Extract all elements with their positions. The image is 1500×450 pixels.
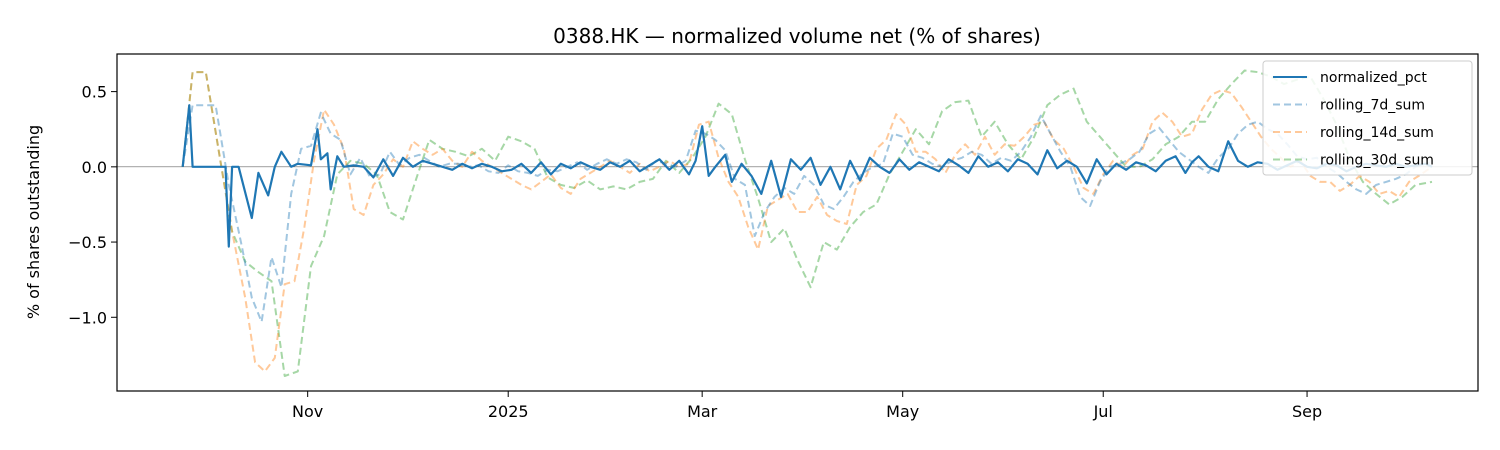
series-layer: [181, 69, 1433, 377]
legend: normalized_pct rolling_7d_sum rolling_14d_…: [1262, 60, 1473, 176]
plot-area: [116, 53, 1479, 392]
y-tick-label: 0.5: [82, 83, 107, 102]
x-axis: Nov 2025 Mar May Jul Sep: [292, 391, 1322, 421]
plot-background: [117, 54, 1478, 391]
series-line-rolling_30d_sum: [181, 69, 1433, 377]
x-tick-label: Sep: [1292, 402, 1322, 421]
chart-title: 0388.HK — normalized volume net (% of sh…: [553, 24, 1041, 48]
y-axis-label: % of shares outstanding: [24, 125, 43, 319]
y-tick-label: −0.5: [68, 233, 107, 252]
legend-label: rolling_30d_sum: [1320, 153, 1434, 169]
plot-frame: [116, 53, 1479, 392]
x-tick-label: May: [886, 402, 919, 421]
legend-label: rolling_14d_sum: [1320, 125, 1434, 141]
x-tick-label: Mar: [687, 402, 718, 421]
series-line-normalized_pct: [181, 104, 1433, 248]
legend-box: [1262, 60, 1473, 176]
y-tick-label: 0.0: [82, 158, 107, 177]
y-tick-label: −1.0: [68, 308, 107, 327]
legend-label: rolling_7d_sum: [1320, 98, 1425, 114]
legend-label: normalized_pct: [1320, 70, 1427, 86]
x-tick-label: Nov: [292, 402, 323, 421]
y-axis: 0.5 0.0 −0.5 −1.0: [68, 83, 117, 327]
series-line-rolling_14d_sum: [181, 71, 1433, 373]
x-tick-label: 2025: [488, 402, 529, 421]
x-tick-label: Jul: [1093, 402, 1113, 421]
